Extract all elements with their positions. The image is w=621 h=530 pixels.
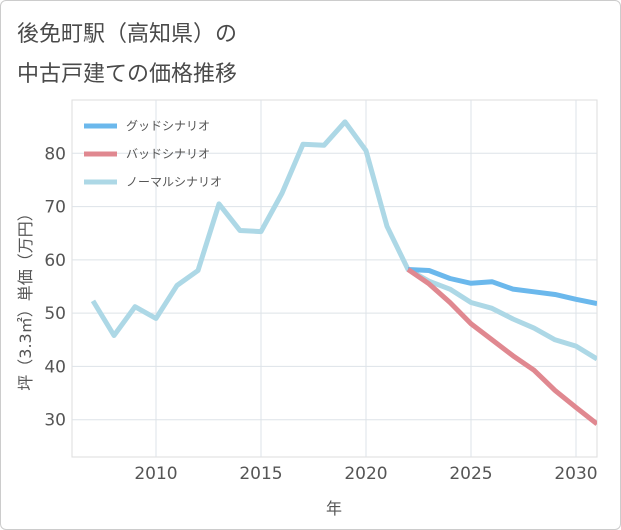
series-line-normal	[90, 119, 597, 362]
y-tick-label: 50	[44, 304, 66, 324]
x-tick-label: 2030	[554, 464, 597, 484]
legend-label: ノーマルシナリオ	[126, 175, 222, 189]
series-line-good	[407, 266, 597, 306]
plot-area	[71, 99, 598, 458]
y-tick-label: 80	[44, 144, 66, 164]
chart-title-line2: 中古戸建ての価格推移	[17, 62, 238, 87]
y-tick-label: 60	[44, 251, 66, 271]
series-layer	[90, 119, 597, 426]
legend-label: グッドシナリオ	[126, 119, 210, 133]
y-tick-label: 40	[44, 357, 66, 377]
y-tick-label: 30	[44, 411, 66, 431]
y-tick-label: 70	[44, 198, 66, 218]
y-axis-title: 坪（3.3㎡）単価（万円）	[16, 205, 35, 390]
series-line-bad	[406, 267, 597, 426]
tick-labels: 30 40 50 60 70 80 2010 2015 2020 2025 2030	[44, 144, 597, 484]
legend-label: バッドシナリオ	[126, 147, 210, 161]
x-tick-label: 2015	[239, 464, 282, 484]
chart-title-line1: 後免町駅（高知県）の	[17, 22, 238, 47]
x-tick-label: 2010	[134, 464, 177, 484]
x-axis-title: 年	[326, 499, 342, 518]
x-tick-label: 2020	[344, 464, 387, 484]
x-tick-label: 2025	[449, 464, 492, 484]
